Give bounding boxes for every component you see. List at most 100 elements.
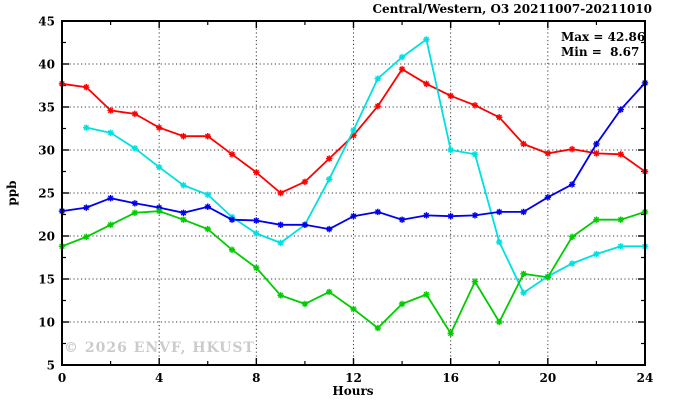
y-tick-label: 30 (38, 144, 55, 158)
data-point-marker (155, 204, 163, 211)
data-point-marker (204, 203, 211, 210)
data-point-marker (83, 204, 90, 211)
data-point-marker (568, 233, 576, 241)
data-point-marker (544, 150, 552, 157)
data-point-marker (253, 217, 260, 224)
data-point-marker (423, 80, 430, 87)
data-point-marker (374, 75, 381, 82)
data-point-marker (398, 65, 406, 73)
data-point-marker (204, 191, 211, 198)
data-point-marker (131, 145, 139, 152)
data-point-marker (131, 200, 139, 207)
data-point-marker (471, 102, 479, 109)
data-point-marker (520, 140, 527, 148)
data-point-marker (496, 208, 503, 216)
y-tick-label: 10 (38, 316, 55, 330)
data-point-marker (568, 145, 576, 153)
data-point-marker (277, 189, 284, 197)
data-point-marker (253, 264, 260, 272)
data-point-marker (398, 300, 406, 308)
x-tick-label: 0 (58, 371, 66, 385)
data-point-marker (204, 133, 211, 140)
data-point-marker (155, 164, 163, 171)
data-point-marker (301, 221, 309, 229)
x-tick-label: 4 (155, 371, 163, 385)
data-point-marker (593, 150, 600, 157)
data-point-marker (617, 243, 624, 250)
data-point-marker (350, 305, 357, 313)
data-point-marker (496, 238, 503, 246)
data-point-marker (83, 124, 90, 131)
data-point-marker (253, 230, 260, 237)
data-point-marker (228, 246, 236, 253)
data-point-marker (180, 182, 187, 189)
data-point-marker (350, 132, 357, 139)
series-green-line (58, 207, 649, 337)
plot-border (61, 20, 646, 366)
y-tick-label: 5 (47, 359, 55, 373)
data-point-marker (326, 225, 333, 233)
data-point-marker (617, 216, 624, 223)
data-point-marker (593, 216, 600, 223)
data-point-marker (131, 110, 139, 118)
data-point-marker (180, 209, 187, 216)
data-point-marker (447, 330, 454, 337)
gridlines (62, 21, 645, 365)
data-point-marker (155, 207, 163, 215)
y-tick-label: 35 (38, 101, 55, 115)
x-tick-label: 8 (252, 371, 260, 385)
data-point-marker (301, 300, 309, 308)
y-tick-label: 45 (38, 15, 55, 29)
data-point-marker (180, 133, 187, 140)
data-point-marker (277, 221, 284, 229)
data-point-marker (496, 318, 503, 326)
data-point-marker (520, 208, 527, 216)
data-point-marker (496, 114, 503, 121)
data-point-marker (107, 221, 114, 229)
x-tick-label: 20 (539, 371, 556, 385)
data-point-marker (423, 36, 430, 43)
chart-title: Central/Western, O3 20211007-20211010 (372, 2, 652, 16)
tick-labels: 5 10 15 20 25 30 35 40 45 0 4 8 12 16 20 24 (38, 15, 653, 386)
data-point-marker (593, 250, 600, 258)
data-point-marker (471, 151, 479, 158)
legend-min-line: Min = 8.67 (561, 45, 640, 59)
data-point-marker (423, 291, 430, 298)
data-point-marker (228, 151, 236, 158)
y-tick-label: 20 (38, 230, 55, 244)
data-point-marker (107, 194, 114, 202)
series-cyan-line (83, 36, 649, 296)
data-point-marker (617, 106, 624, 113)
data-point-marker (447, 92, 454, 100)
series-red-line (58, 65, 649, 197)
data-point-marker (277, 292, 284, 299)
legend-max-line: Max = 42.86 (561, 30, 646, 44)
x-axis-label: Hours (332, 384, 374, 398)
data-point-marker (398, 53, 406, 61)
data-point-marker (204, 225, 211, 233)
data-point-marker (228, 216, 236, 223)
data-point-marker (520, 289, 527, 296)
data-point-marker (374, 324, 381, 332)
data-point-marker (593, 140, 600, 148)
data-point-marker (107, 107, 114, 114)
data-point-marker (277, 239, 284, 247)
data-point-marker (544, 194, 552, 201)
y-tick-label: 15 (38, 273, 55, 287)
data-point-marker (447, 213, 454, 220)
max-min-legend: Max = 42.86 Min = 8.67 (561, 30, 645, 60)
data-point-marker (83, 233, 90, 241)
data-point-marker (350, 213, 357, 220)
data-point-marker (568, 260, 576, 267)
data-point-marker (423, 212, 430, 219)
data-point-marker (520, 270, 527, 278)
data-point-marker (374, 102, 381, 110)
data-point-marker (83, 84, 90, 91)
data-point-marker (326, 288, 333, 296)
data-point-marker (544, 274, 552, 281)
data-point-marker (374, 208, 381, 216)
data-point-marker (131, 209, 139, 216)
data-point-marker (398, 216, 406, 223)
